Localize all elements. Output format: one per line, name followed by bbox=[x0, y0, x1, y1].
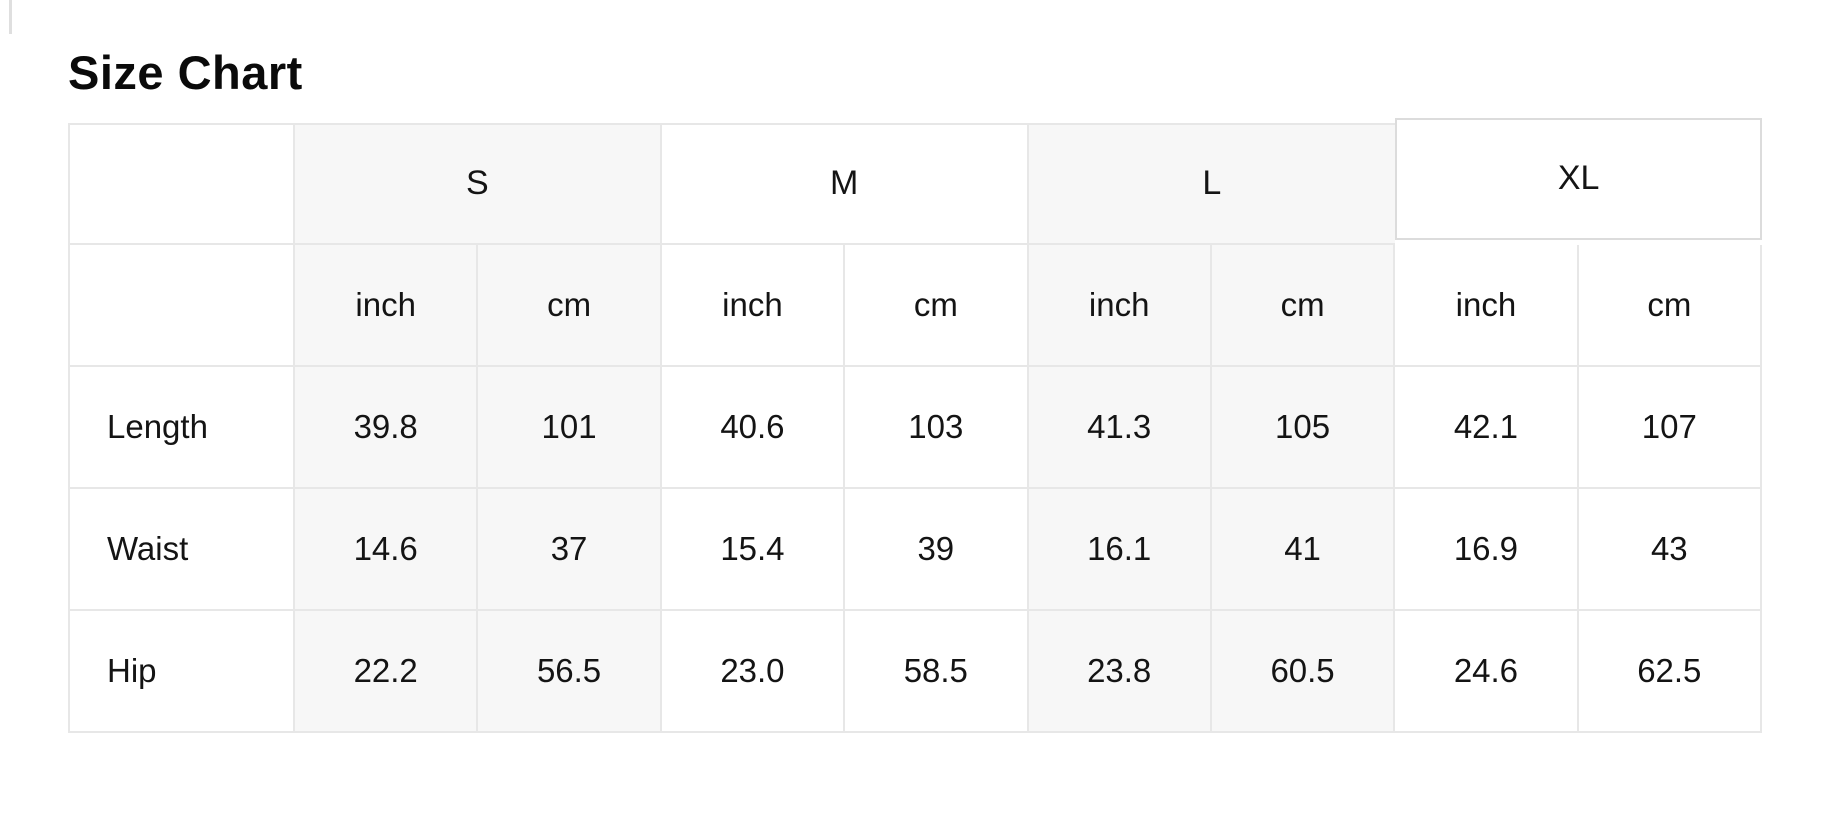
length-xl-inch: 42.1 bbox=[1395, 366, 1579, 489]
unit-header-xl-inch: inch bbox=[1395, 244, 1579, 367]
size-chart-table: S M L XL inch cm inch cm inch cm inch cm bbox=[68, 117, 1762, 733]
row-label-waist: Waist bbox=[68, 488, 295, 611]
unit-corner-cell bbox=[68, 244, 295, 367]
waist-m-cm: 39 bbox=[845, 488, 1029, 611]
row-label-hip: Hip bbox=[68, 610, 295, 733]
hip-s-inch: 22.2 bbox=[295, 610, 479, 733]
waist-s-inch: 14.6 bbox=[295, 488, 479, 611]
unit-header-l-cm: cm bbox=[1211, 244, 1396, 367]
hip-m-cm: 58.5 bbox=[845, 610, 1029, 733]
unit-header-s-cm: cm bbox=[478, 244, 662, 367]
waist-l-cm: 41 bbox=[1211, 488, 1396, 611]
page-title: Size Chart bbox=[68, 46, 303, 99]
length-m-inch: 40.6 bbox=[661, 366, 846, 489]
hip-xl-cm: 62.5 bbox=[1578, 610, 1762, 733]
unit-header-m-inch: inch bbox=[661, 244, 846, 367]
unit-header-row: inch cm inch cm inch cm inch cm bbox=[68, 244, 1762, 367]
size-header-row: S M L XL bbox=[68, 117, 1762, 245]
size-header-m: M bbox=[661, 122, 1029, 245]
size-header-xl: XL bbox=[1395, 117, 1762, 240]
length-s-inch: 39.8 bbox=[295, 366, 479, 489]
waist-s-cm: 37 bbox=[478, 488, 662, 611]
hip-s-cm: 56.5 bbox=[478, 610, 662, 733]
table-row-waist: Waist 14.6 37 15.4 39 16.1 41 16.9 43 bbox=[68, 488, 1762, 611]
unit-header-m-cm: cm bbox=[845, 244, 1029, 367]
waist-m-inch: 15.4 bbox=[661, 488, 846, 611]
length-xl-cm: 107 bbox=[1578, 366, 1762, 489]
waist-xl-cm: 43 bbox=[1578, 488, 1762, 611]
corner-cell bbox=[68, 122, 295, 245]
length-m-cm: 103 bbox=[845, 366, 1029, 489]
size-chart-section: Size Chart S M L XL inch cm bbox=[68, 44, 1762, 733]
waist-l-inch: 16.1 bbox=[1028, 488, 1212, 611]
table-row-length: Length 39.8 101 40.6 103 41.3 105 42.1 1… bbox=[68, 366, 1762, 489]
size-header-l: L bbox=[1028, 122, 1396, 245]
unit-header-xl-cm: cm bbox=[1578, 244, 1762, 367]
unit-header-s-inch: inch bbox=[295, 244, 479, 367]
row-label-length: Length bbox=[68, 366, 295, 489]
hip-xl-inch: 24.6 bbox=[1395, 610, 1579, 733]
length-s-cm: 101 bbox=[478, 366, 662, 489]
size-header-s: S bbox=[295, 122, 662, 245]
left-edge-divider bbox=[9, 0, 12, 34]
hip-l-inch: 23.8 bbox=[1028, 610, 1212, 733]
hip-l-cm: 60.5 bbox=[1211, 610, 1396, 733]
waist-xl-inch: 16.9 bbox=[1395, 488, 1579, 611]
hip-m-inch: 23.0 bbox=[661, 610, 846, 733]
length-l-cm: 105 bbox=[1211, 366, 1396, 489]
length-l-inch: 41.3 bbox=[1028, 366, 1212, 489]
unit-header-l-inch: inch bbox=[1028, 244, 1212, 367]
table-row-hip: Hip 22.2 56.5 23.0 58.5 23.8 60.5 24.6 6… bbox=[68, 610, 1762, 733]
